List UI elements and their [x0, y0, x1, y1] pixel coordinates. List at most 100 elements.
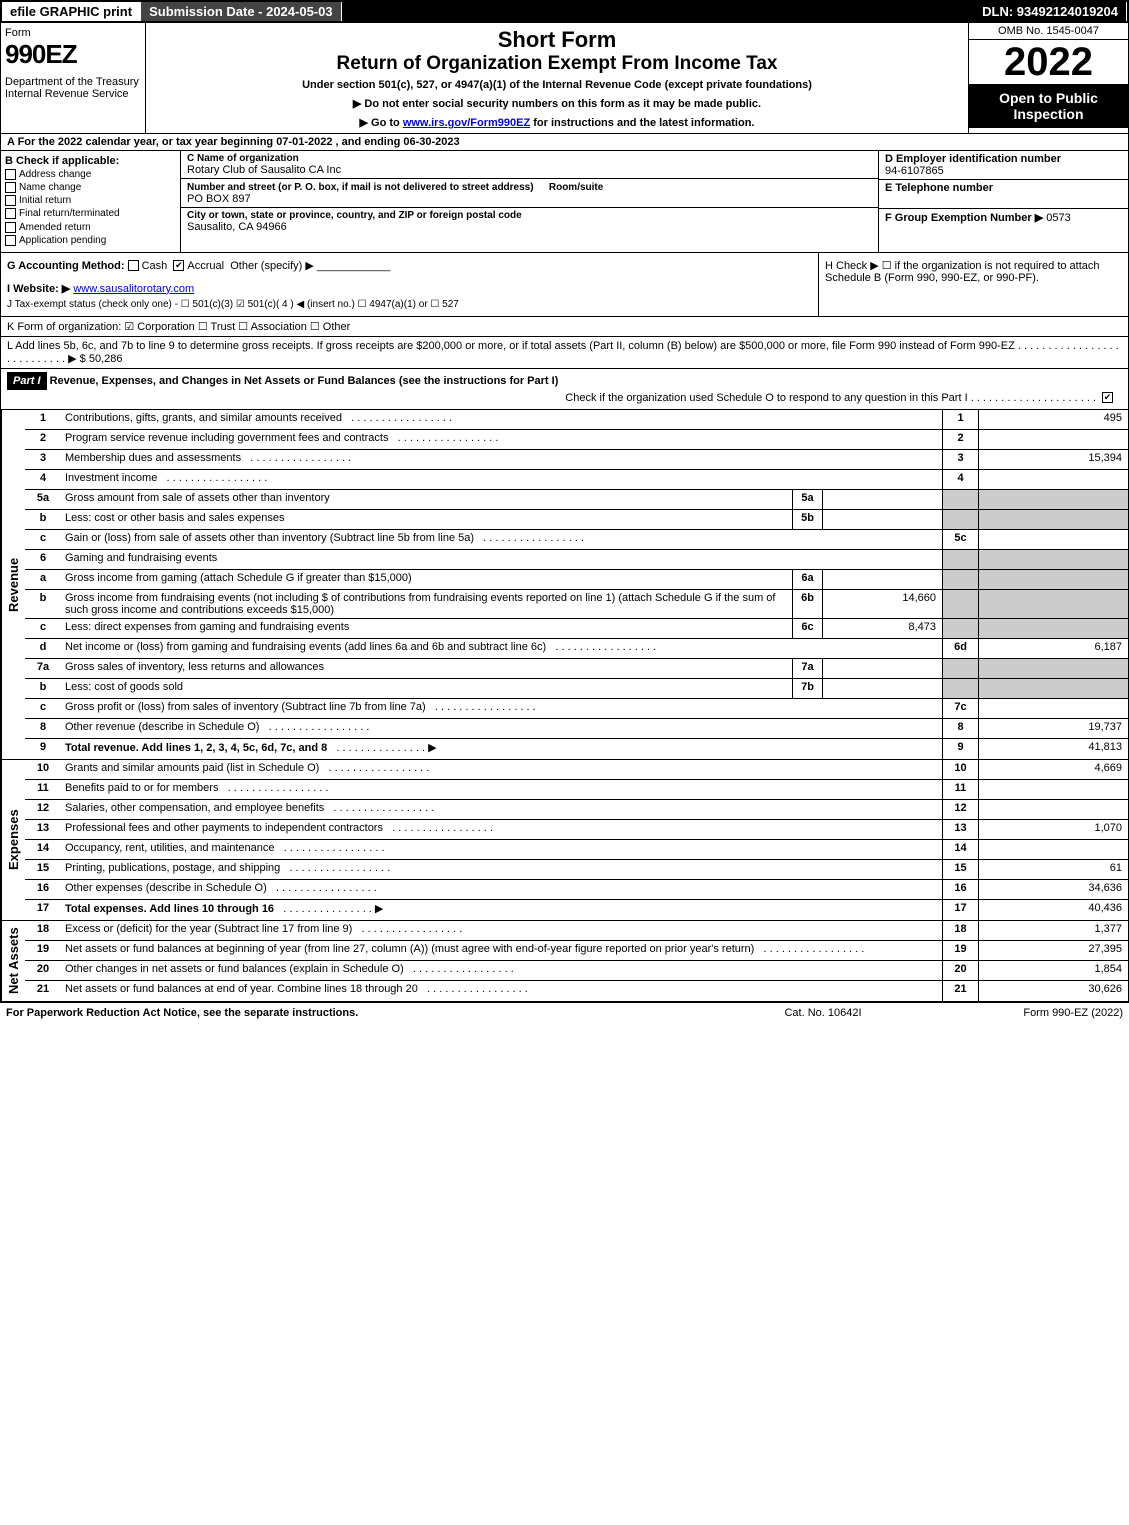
right-num: 7c — [942, 699, 978, 718]
line-c: cLess: direct expenses from gaming and f… — [25, 619, 1128, 639]
right-num: 3 — [942, 450, 978, 469]
line-num: 14 — [25, 840, 61, 859]
line-num: 4 — [25, 470, 61, 489]
right-num: 12 — [942, 800, 978, 819]
line-14: 14Occupancy, rent, utilities, and mainte… — [25, 840, 1128, 860]
right-val-shaded — [978, 659, 1128, 678]
line-desc: Gain or (loss) from sale of assets other… — [61, 530, 942, 549]
line-d: dNet income or (loss) from gaming and fu… — [25, 639, 1128, 659]
form-number: 990EZ — [5, 39, 141, 70]
line-5a: 5aGross amount from sale of assets other… — [25, 490, 1128, 510]
right-num-shaded — [942, 679, 978, 698]
footer-cat: Cat. No. 10642I — [723, 1007, 923, 1019]
line-7a: 7aGross sales of inventory, less returns… — [25, 659, 1128, 679]
line-desc: Other expenses (describe in Schedule O) … — [61, 880, 942, 899]
right-num: 15 — [942, 860, 978, 879]
j-tax-exempt: J Tax-exempt status (check only one) - ☐… — [7, 299, 812, 310]
line-num: 19 — [25, 941, 61, 960]
check-initial[interactable]: Initial return — [5, 195, 176, 206]
line-desc: Program service revenue including govern… — [61, 430, 942, 449]
line-16: 16Other expenses (describe in Schedule O… — [25, 880, 1128, 900]
sub-value: 14,660 — [822, 590, 942, 618]
part1-schedule-o-checkbox[interactable] — [1102, 392, 1113, 403]
l-gross-receipts: L Add lines 5b, 6c, and 7b to line 9 to … — [0, 337, 1129, 369]
right-num: 20 — [942, 961, 978, 980]
check-address[interactable]: Address change — [5, 169, 176, 180]
line-11: 11Benefits paid to or for members . . . … — [25, 780, 1128, 800]
right-val: 6,187 — [978, 639, 1128, 658]
sub-value — [822, 570, 942, 589]
line-desc: Gross income from fundraising events (no… — [61, 590, 792, 618]
right-val: 61 — [978, 860, 1128, 879]
irs: Internal Revenue Service — [5, 88, 141, 100]
line-19: 19Net assets or fund balances at beginni… — [25, 941, 1128, 961]
line-a: aGross income from gaming (attach Schedu… — [25, 570, 1128, 590]
line-desc: Excess or (deficit) for the year (Subtra… — [61, 921, 942, 940]
org-city: Sausalito, CA 94966 — [187, 221, 872, 233]
sub-value: 8,473 — [822, 619, 942, 638]
line-desc: Occupancy, rent, utilities, and maintena… — [61, 840, 942, 859]
line-desc: Printing, publications, postage, and shi… — [61, 860, 942, 879]
check-accrual[interactable] — [173, 260, 184, 271]
line-num: 11 — [25, 780, 61, 799]
k-form-org: K Form of organization: ☑ Corporation ☐ … — [0, 317, 1129, 337]
right-num: 21 — [942, 981, 978, 1001]
check-cash[interactable] — [128, 260, 139, 271]
header-left: Form 990EZ Department of the Treasury In… — [1, 23, 146, 133]
part1-title: Revenue, Expenses, and Changes in Net As… — [50, 375, 559, 387]
irs-link[interactable]: www.irs.gov/Form990EZ — [403, 117, 530, 129]
line-17: 17Total expenses. Add lines 10 through 1… — [25, 900, 1128, 920]
right-val — [978, 780, 1128, 799]
dln: DLN: 93492124019204 — [974, 2, 1127, 21]
line-4: 4Investment income . . . . . . . . . . .… — [25, 470, 1128, 490]
sub-label: 6b — [792, 590, 822, 618]
line-desc: Membership dues and assessments . . . . … — [61, 450, 942, 469]
line-num: c — [25, 619, 61, 638]
check-pending[interactable]: Application pending — [5, 235, 176, 246]
right-val — [978, 430, 1128, 449]
sub-label: 5b — [792, 510, 822, 529]
org-name: Rotary Club of Sausalito CA Inc — [187, 164, 872, 176]
line-num: 20 — [25, 961, 61, 980]
check-name[interactable]: Name change — [5, 182, 176, 193]
check-final[interactable]: Final return/terminated — [5, 208, 176, 219]
header-right: OMB No. 1545-0047 2022 Open to Public In… — [968, 23, 1128, 133]
sub-label: 5a — [792, 490, 822, 509]
line-1: 1Contributions, gifts, grants, and simil… — [25, 410, 1128, 430]
right-num: 5c — [942, 530, 978, 549]
form-header: Form 990EZ Department of the Treasury In… — [0, 23, 1129, 134]
line-9: 9Total revenue. Add lines 1, 2, 3, 4, 5c… — [25, 739, 1128, 759]
right-num: 10 — [942, 760, 978, 779]
line-desc: Professional fees and other payments to … — [61, 820, 942, 839]
section-bcd: B Check if applicable: Address change Na… — [0, 151, 1129, 253]
check-amended[interactable]: Amended return — [5, 222, 176, 233]
line-num: 13 — [25, 820, 61, 839]
expenses-section: Expenses 10Grants and similar amounts pa… — [0, 760, 1129, 921]
right-val: 495 — [978, 410, 1128, 429]
line-21: 21Net assets or fund balances at end of … — [25, 981, 1128, 1001]
col-b-checkboxes: B Check if applicable: Address change Na… — [1, 151, 181, 252]
line-8: 8Other revenue (describe in Schedule O) … — [25, 719, 1128, 739]
website-link[interactable]: www.sausalitorotary.com — [73, 283, 194, 295]
line-num: 1 — [25, 410, 61, 429]
line-num: 15 — [25, 860, 61, 879]
right-val: 30,626 — [978, 981, 1128, 1001]
right-num-shaded — [942, 510, 978, 529]
line-num: 9 — [25, 739, 61, 759]
b-header: B Check if applicable: — [5, 155, 176, 167]
right-val — [978, 530, 1128, 549]
line-num: c — [25, 699, 61, 718]
right-val: 1,070 — [978, 820, 1128, 839]
header-center: Short Form Return of Organization Exempt… — [146, 23, 968, 133]
right-val-shaded — [978, 490, 1128, 509]
c-name-label: C Name of organization — [187, 153, 872, 164]
org-street: PO BOX 897 — [187, 193, 872, 205]
footer-left: For Paperwork Reduction Act Notice, see … — [6, 1007, 723, 1019]
line-desc: Investment income . . . . . . . . . . . … — [61, 470, 942, 489]
line-desc: Less: cost of goods sold — [61, 679, 792, 698]
e-tel-label: E Telephone number — [885, 182, 1122, 194]
sub-value — [822, 679, 942, 698]
open-inspection: Open to Public Inspection — [969, 84, 1128, 128]
group-number: 0573 — [1046, 212, 1070, 224]
right-num: 8 — [942, 719, 978, 738]
